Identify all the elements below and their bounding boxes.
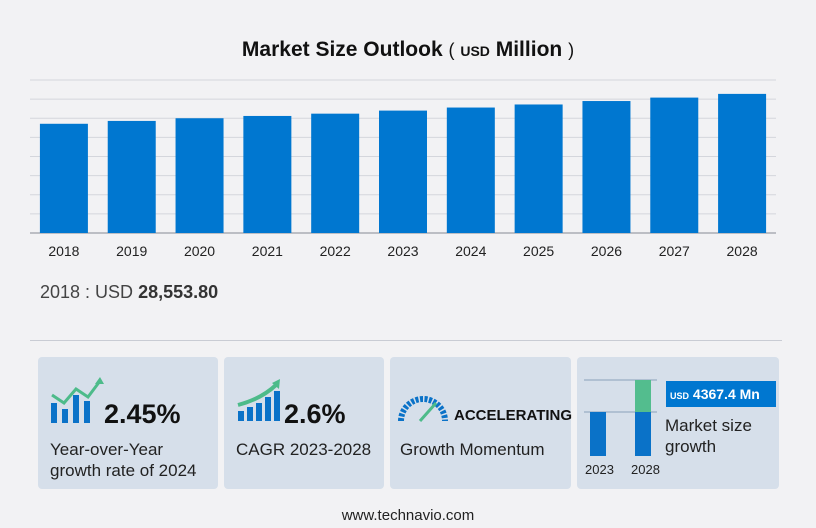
growth-arrow-icon (237, 379, 280, 421)
bar-2028 (718, 93, 767, 233)
bar-2025 (514, 104, 563, 233)
bar-2018 (39, 123, 88, 233)
growth-desc: Market size growth (665, 416, 752, 456)
card-cagr: 2.6% CAGR 2023-2028 (224, 357, 384, 489)
summary-value: 28,553.80 (138, 282, 219, 302)
mini-bar-2023 (590, 412, 606, 456)
mini-bar-increment (635, 380, 651, 412)
yoy-value: 2.45% (104, 399, 181, 429)
card-yoy: 2.45% Year-over-Year growth rate of 2024 (38, 357, 218, 489)
bar-chart-growth-icon (51, 377, 104, 423)
bar-2027 (650, 97, 699, 233)
card-market-growth: 2023 2028 USD 4367.4 Mn Market size growt… (577, 357, 779, 489)
bar-2021 (243, 115, 292, 233)
x-tick-label: 2018 (48, 243, 79, 259)
summary-label: 2018 : USD (40, 282, 134, 302)
x-tick-label: 2023 (387, 243, 418, 259)
title-unit-prefix: USD (460, 43, 490, 59)
x-tick-label: 2022 (320, 243, 351, 259)
title-text: Market Size Outlook (241, 38, 443, 61)
mini-label-2028: 2028 (631, 462, 660, 477)
cagr-value: 2.6% (284, 399, 346, 429)
bar-2019 (107, 120, 156, 233)
card-momentum: ACCELERATING Growth Momentum (390, 357, 573, 489)
speedometer-icon (398, 396, 448, 422)
momentum-value: ACCELERATING (454, 407, 573, 424)
momentum-desc: Growth Momentum (400, 440, 545, 459)
x-tick-label: 2028 (727, 243, 758, 259)
x-tick-label: 2020 (184, 243, 215, 259)
title-unit: Million (495, 38, 563, 61)
bar-2022 (311, 113, 360, 233)
mini-growth-chart (584, 379, 657, 456)
x-tick-label: 2026 (591, 243, 622, 259)
bar-2024 (446, 107, 495, 233)
cagr-desc: CAGR 2023-2028 (236, 440, 372, 459)
x-tick-label: 2019 (116, 243, 147, 259)
mini-label-2023: 2023 (585, 462, 614, 477)
x-tick-label: 2021 (252, 243, 283, 259)
bar-2026 (582, 101, 631, 233)
x-tick-label: 2027 (659, 243, 690, 259)
mini-bar-2028 (635, 412, 651, 456)
divider (30, 340, 782, 341)
summary-2018: 2018 : USD 28,553.80 (40, 282, 218, 303)
bar-2020 (175, 118, 224, 233)
x-tick-label: 2025 (523, 243, 554, 259)
yoy-desc: Year-over-Year growth rate of 2024 (50, 440, 197, 480)
growth-badge: USD 4367.4 Mn (666, 381, 776, 407)
bar-2023 (379, 110, 427, 233)
bar-chart: 2018 2019 2020 2021 2022 2023 2024 2025 2026 2027… (30, 79, 776, 259)
footer-url[interactable]: www.technavio.com (341, 507, 475, 524)
chart-title: Market Size Outlook ( USD Million ) (241, 38, 575, 61)
x-tick-label: 2024 (455, 243, 486, 259)
